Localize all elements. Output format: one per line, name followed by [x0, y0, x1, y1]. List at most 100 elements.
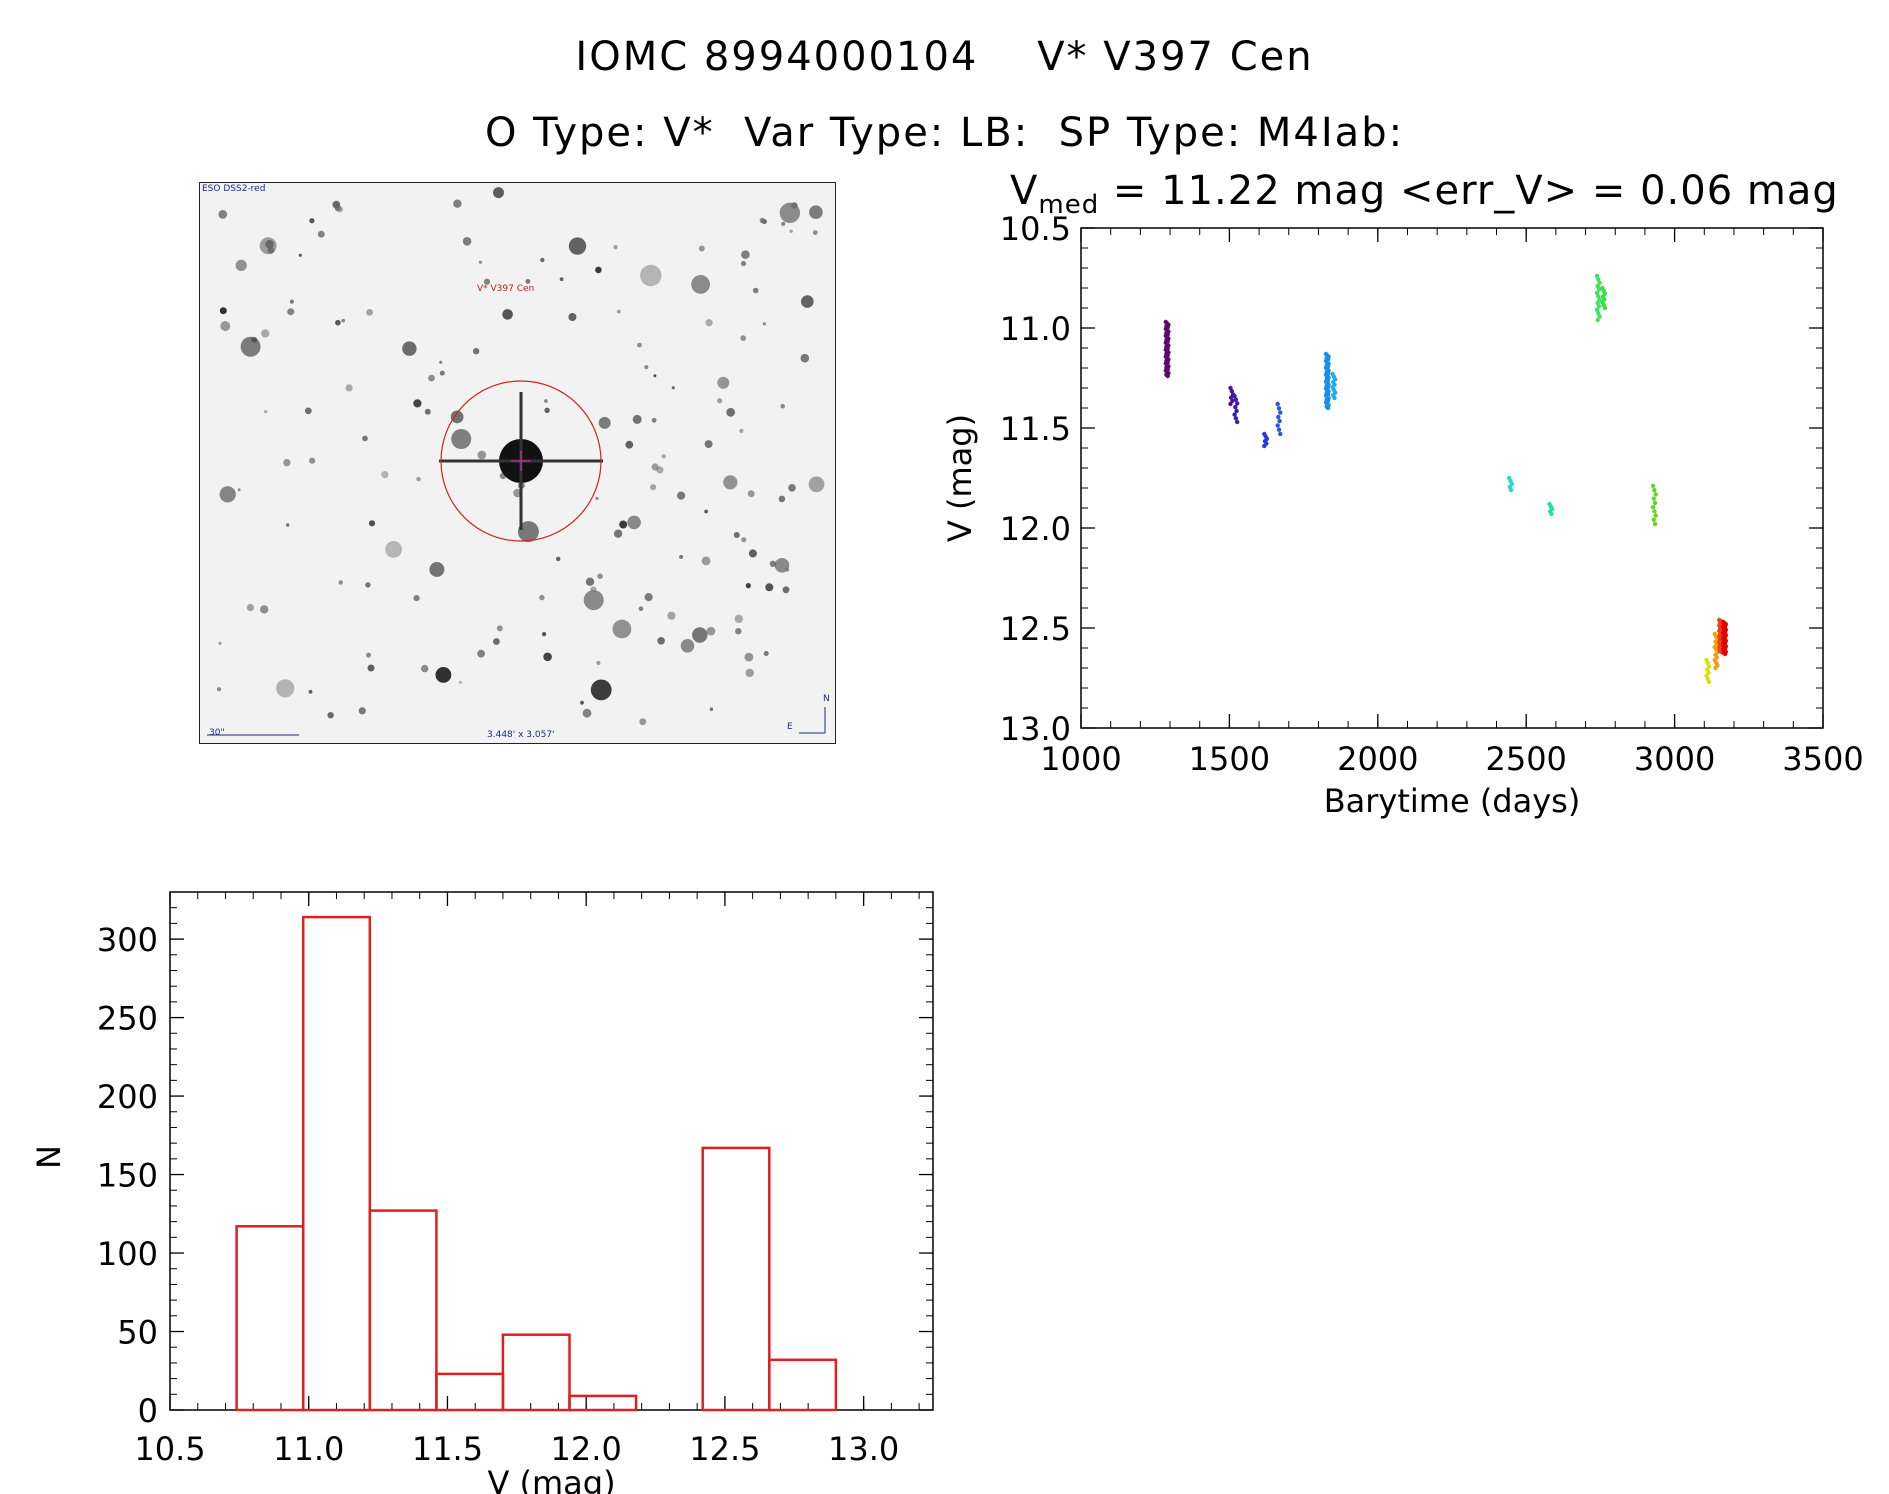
star: [462, 237, 472, 246]
star: [525, 279, 531, 284]
star: [781, 221, 786, 226]
star: [651, 463, 659, 471]
lc-data-point: [1595, 300, 1600, 306]
star: [493, 638, 500, 645]
star: [717, 376, 730, 389]
star: [782, 586, 790, 594]
star: [747, 490, 755, 498]
lc-data-point: [1651, 496, 1657, 501]
star: [744, 652, 754, 662]
star: [745, 668, 754, 678]
lc-data-point: [1262, 443, 1267, 449]
lc-data-point: [1652, 509, 1657, 514]
lc-data-point: [1332, 395, 1337, 401]
star: [542, 632, 547, 637]
star: [367, 664, 375, 672]
hist-x-tick-label: 11.0: [273, 1430, 344, 1468]
finder-scale-label: 30": [209, 728, 225, 738]
star: [435, 667, 452, 683]
lc-data-point: [1275, 423, 1280, 428]
lc-data-point: [1713, 665, 1718, 671]
star: [706, 626, 716, 636]
star: [568, 237, 587, 255]
star: [237, 488, 241, 492]
star: [317, 230, 325, 238]
star: [309, 218, 315, 224]
star: [616, 309, 621, 314]
lc-data-point: [1596, 287, 1602, 292]
star: [413, 399, 422, 408]
lc-data-point: [1594, 273, 1600, 279]
star: [265, 239, 274, 249]
star: [596, 660, 601, 666]
lc-data-point: [1594, 290, 1600, 296]
hist-x-axis-label: V (mag): [487, 1464, 615, 1494]
finder-east-label: E: [787, 722, 793, 732]
star: [704, 509, 708, 514]
star: [263, 410, 268, 414]
lc-data-point: [1653, 513, 1658, 518]
star: [365, 582, 371, 588]
star: [219, 486, 236, 503]
hist-x-tick-label: 11.5: [412, 1430, 483, 1468]
star: [439, 360, 443, 364]
star: [309, 457, 316, 464]
star: [362, 435, 368, 442]
star: [539, 594, 545, 601]
star: [717, 398, 723, 404]
star: [657, 637, 665, 645]
lc-data-point: [1596, 311, 1601, 316]
star: [450, 410, 464, 424]
star: [458, 680, 462, 684]
hist-plot-frame: [169, 891, 934, 1411]
star: [332, 200, 341, 209]
lc-data-point: [1597, 297, 1602, 302]
lc-data-point: [1602, 305, 1608, 311]
star: [402, 341, 417, 356]
finder-north-label: N: [823, 694, 830, 704]
star: [590, 679, 612, 701]
lc-x-tick-label: 3000: [1634, 740, 1715, 778]
star: [540, 257, 545, 263]
hist-bar: [568, 1394, 638, 1412]
lc-data-point: [1650, 483, 1656, 489]
star: [502, 309, 513, 320]
hist-bar: [368, 1209, 438, 1412]
star: [808, 476, 825, 493]
lc-data-point: [1594, 307, 1600, 312]
star: [421, 664, 429, 673]
star: [748, 549, 757, 558]
hist-y-axis-label: N: [30, 1145, 68, 1169]
star: [740, 260, 747, 267]
star: [568, 313, 577, 321]
star: [240, 336, 261, 357]
lc-y-tick-label: 12.5: [1000, 610, 1071, 648]
lc-y-tick-label: 12.0: [1000, 510, 1071, 548]
star: [517, 521, 539, 543]
star: [762, 322, 767, 326]
hist-x-tick-label: 13.0: [828, 1430, 899, 1468]
star: [653, 374, 657, 378]
lc-data-point: [1549, 511, 1554, 517]
lc-x-tick-label: 2500: [1485, 740, 1566, 778]
hist-y-tick-label: 300: [97, 921, 158, 959]
lc-data-point: [1275, 401, 1280, 407]
star: [734, 614, 743, 624]
star: [544, 407, 550, 413]
star: [788, 484, 796, 492]
star: [218, 210, 228, 219]
star: [335, 319, 341, 326]
star: [338, 580, 343, 585]
star: [276, 679, 295, 698]
star: [582, 708, 592, 718]
lc-data-point: [1597, 280, 1602, 285]
lc-data-point: [1276, 414, 1281, 420]
star: [580, 700, 584, 705]
lc-data-point: [1595, 284, 1600, 289]
star: [477, 649, 485, 658]
star: [613, 245, 618, 250]
star: [667, 611, 676, 620]
lc-x-tick-label: 1500: [1189, 740, 1270, 778]
star: [745, 583, 751, 589]
